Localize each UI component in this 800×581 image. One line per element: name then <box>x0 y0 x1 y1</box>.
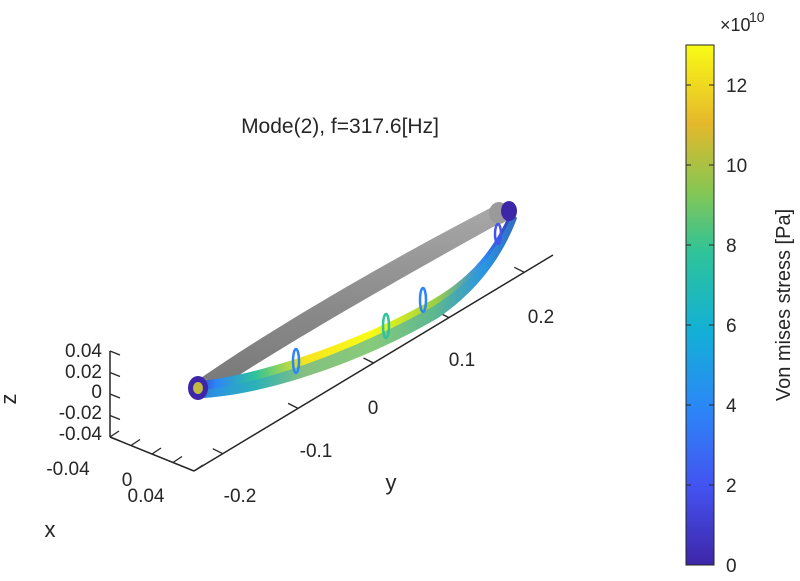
deformed-beam-ring <box>291 347 301 375</box>
x-tick-mark <box>130 438 141 447</box>
x-axis-label: x <box>45 517 56 542</box>
y-tick-label: -0.1 <box>300 441 333 462</box>
colorbar-tick-label: 0 <box>726 556 737 577</box>
deformed-beam-ring <box>418 286 428 314</box>
deformed-beam-ring <box>493 222 503 246</box>
colorbar-ticks: 0 2 4 6 8 10 12 <box>686 76 747 577</box>
deformed-beam-ring <box>381 312 391 340</box>
z-tick-mark <box>109 393 121 399</box>
y-tick-label: -0.2 <box>224 486 257 507</box>
colorbar-exponent-power: 10 <box>749 9 765 25</box>
z-tick-label: 0.04 <box>65 341 102 362</box>
z-tick-label: -0.02 <box>59 403 102 424</box>
colorbar-exponent: ×10 10 <box>720 9 765 35</box>
colorbar-tick-label: 12 <box>726 76 747 97</box>
x-tick-label: 0 <box>122 470 133 491</box>
x-tick-labels: -0.04 0 0.04 <box>46 459 165 507</box>
deformed-beam-end-right <box>501 201 517 221</box>
colorbar-tick-label: 8 <box>726 236 737 257</box>
undeformed-beam-body <box>198 205 502 394</box>
z-tick-label: 0 <box>91 382 102 403</box>
z-axis-label: z <box>0 394 21 405</box>
z-tick-mark <box>109 414 121 421</box>
z-tick-mark <box>109 350 121 356</box>
colorbar-exponent-prefix: ×10 <box>720 15 751 35</box>
z-tick-label: -0.04 <box>59 424 103 445</box>
y-tick-mark <box>287 402 299 409</box>
y-tick-label: 0.2 <box>528 307 554 328</box>
z-tick-label: 0.02 <box>65 362 102 383</box>
colorbar-tick-label: 4 <box>726 396 737 417</box>
y-tick-label: 0.1 <box>449 350 475 371</box>
colorbar-gradient <box>685 44 715 566</box>
z-tick-labels: 0.04 0.02 0 -0.02 -0.04 <box>59 341 103 445</box>
tick-marks <box>109 266 525 472</box>
x-tick-mark <box>193 464 204 472</box>
x-tick-mark <box>151 447 162 455</box>
colorbar-tick-label: 6 <box>726 316 737 337</box>
x-tick-mark <box>109 430 120 438</box>
y-tick-labels: -0.2 -0.1 0 0.1 0.2 <box>224 307 555 507</box>
colorbar-tick-label: 10 <box>726 156 747 177</box>
x-tick-mark <box>172 455 183 464</box>
deformed-beam <box>188 201 517 400</box>
deformed-beam-end-left-inner <box>193 382 203 394</box>
colorbar: 0 2 4 6 8 10 12 ×10 10 Von mises stress [Pa] <box>685 9 795 577</box>
x-tick-label: -0.04 <box>46 459 90 480</box>
colorbar-label: Von mises stress [Pa] <box>773 209 795 401</box>
colorbar-tick-label: 2 <box>726 476 737 497</box>
z-tick-mark <box>109 371 121 378</box>
y-axis-label: y <box>386 470 397 495</box>
y-tick-mark <box>513 266 525 273</box>
x-tick-label: 0.04 <box>128 486 165 507</box>
y-tick-label: 0 <box>368 398 379 419</box>
y-tick-mark <box>212 448 224 455</box>
y-tick-mark <box>363 357 374 364</box>
z-tick-mark <box>109 436 121 442</box>
deformed-beam-underside <box>200 212 517 398</box>
chart-title: Mode(2), f=317.6[Hz] <box>241 115 439 138</box>
